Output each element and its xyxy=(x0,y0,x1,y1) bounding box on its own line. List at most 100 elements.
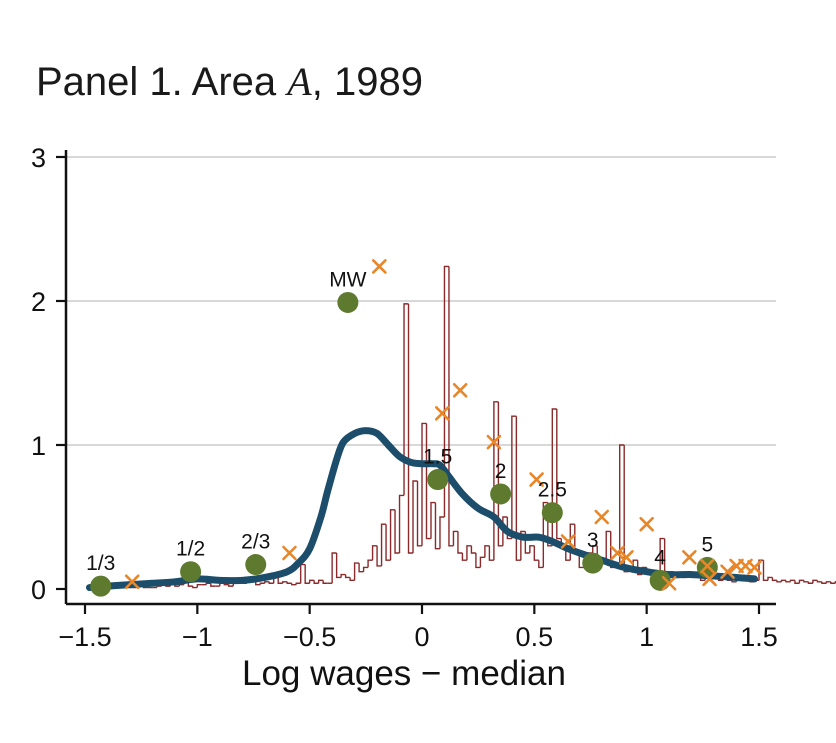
histogram-bin xyxy=(268,581,274,584)
histogram-bin xyxy=(264,581,270,584)
chart-title-prefix: Panel 1. Area xyxy=(36,60,288,104)
histogram-bin xyxy=(367,559,373,568)
percentile-marker xyxy=(90,575,112,597)
histogram-bin xyxy=(407,303,414,554)
spike-cross xyxy=(702,571,717,587)
x-tick-label: 1.5 xyxy=(740,622,778,652)
marker-label: 5 xyxy=(701,533,713,556)
spike-cross xyxy=(610,545,625,561)
histogram-bin xyxy=(605,530,611,561)
histogram-bin xyxy=(255,581,261,586)
percentile-marker xyxy=(337,291,359,313)
histogram-bin xyxy=(488,545,494,561)
histogram-bin xyxy=(344,574,351,579)
histogram-bin xyxy=(533,545,539,561)
histogram-bin xyxy=(767,576,773,581)
marker-labels: 1/3 1/2 2/3 MW 1.5 2 2.5 3 4 5 xyxy=(86,268,713,575)
spike-cross xyxy=(560,534,576,549)
histogram-bin xyxy=(497,401,503,547)
histogram-bin xyxy=(762,560,768,582)
spike-cross xyxy=(486,434,502,450)
histogram-bin xyxy=(421,422,427,546)
histogram-bin xyxy=(192,586,198,589)
histogram-bin xyxy=(210,583,216,587)
histogram-bin xyxy=(380,523,387,566)
histogram-bin xyxy=(812,579,818,584)
histogram-bin xyxy=(331,552,337,584)
percentile-markers xyxy=(90,291,718,597)
histogram-bin xyxy=(830,581,836,584)
histogram-bin xyxy=(556,409,562,540)
percentile-marker xyxy=(541,502,563,524)
histogram-bin xyxy=(771,577,777,582)
spike-cross xyxy=(639,516,654,532)
histogram-bin xyxy=(457,531,463,554)
histogram-bin xyxy=(452,530,458,546)
chart-title-italic: A xyxy=(287,59,312,104)
histogram-bin xyxy=(340,573,346,578)
histogram xyxy=(93,265,836,589)
histogram-bin xyxy=(834,581,836,584)
histogram-bin xyxy=(205,582,211,585)
y-tick-label: 0 xyxy=(31,575,46,605)
histogram-bin xyxy=(178,583,184,587)
x-tick-label: −1.5 xyxy=(58,622,111,652)
histogram-bin xyxy=(335,553,342,579)
percentile-marker xyxy=(490,483,512,505)
histogram-bin xyxy=(776,580,782,583)
histogram-bin xyxy=(780,579,786,582)
x-tick-label: 0 xyxy=(414,622,429,652)
histogram-bin xyxy=(731,580,737,583)
x-tick-label: 0.5 xyxy=(516,622,554,652)
spike-cross xyxy=(700,558,715,574)
y-tick-label: 3 xyxy=(31,143,46,173)
histogram-bin xyxy=(475,553,481,569)
histogram-bin xyxy=(578,553,584,569)
y-tick-label: 2 xyxy=(31,287,46,317)
histogram-bin xyxy=(358,563,364,573)
histogram-bin xyxy=(322,580,328,584)
x-tick-label: 1 xyxy=(639,622,654,652)
histogram-bin xyxy=(461,553,467,561)
percentile-marker xyxy=(245,554,267,576)
spike-cross xyxy=(124,574,140,590)
histogram-bin xyxy=(282,581,288,584)
histogram-bin xyxy=(592,545,598,553)
histogram-bin xyxy=(353,562,360,581)
histogram-bin xyxy=(389,509,396,561)
histogram-bin xyxy=(821,581,827,584)
histogram-bin xyxy=(511,415,517,539)
marker-label: 3 xyxy=(587,529,599,552)
spike-cross xyxy=(661,575,677,591)
histogram-bin xyxy=(403,303,409,496)
spike-cross xyxy=(372,259,387,274)
marker-label: 1/3 xyxy=(86,552,115,575)
percentile-marker xyxy=(582,552,604,574)
histogram-bin xyxy=(448,266,454,547)
histogram-bin xyxy=(286,581,292,584)
histogram-bin xyxy=(430,501,436,539)
x-tick-label: −1 xyxy=(182,622,213,652)
histogram-bin xyxy=(259,582,265,585)
histogram-bin xyxy=(623,445,629,573)
histogram-bin xyxy=(228,584,234,587)
histogram-bin xyxy=(443,265,449,517)
spike-cross xyxy=(747,560,762,575)
marker-label: MW xyxy=(329,268,366,291)
histogram-bin xyxy=(371,545,378,561)
spike-cross xyxy=(452,382,468,398)
spike-cross xyxy=(720,564,735,580)
spike-cross xyxy=(682,550,697,565)
histogram-bin xyxy=(398,494,405,553)
marker-label: 2.5 xyxy=(538,479,567,502)
spike-cross xyxy=(282,545,297,561)
histogram-bin xyxy=(816,580,822,583)
histogram-bin xyxy=(636,560,643,576)
histogram-bin xyxy=(412,480,418,553)
percentile-marker xyxy=(427,469,449,491)
histogram-bin xyxy=(807,581,813,584)
histogram-bin xyxy=(376,545,382,567)
histogram-bin xyxy=(295,582,301,585)
percentile-marker xyxy=(180,561,202,583)
axes: 0 1 2 3 −1.5 −1 −0.5 0 0.5 1 1.5 xyxy=(31,143,778,652)
